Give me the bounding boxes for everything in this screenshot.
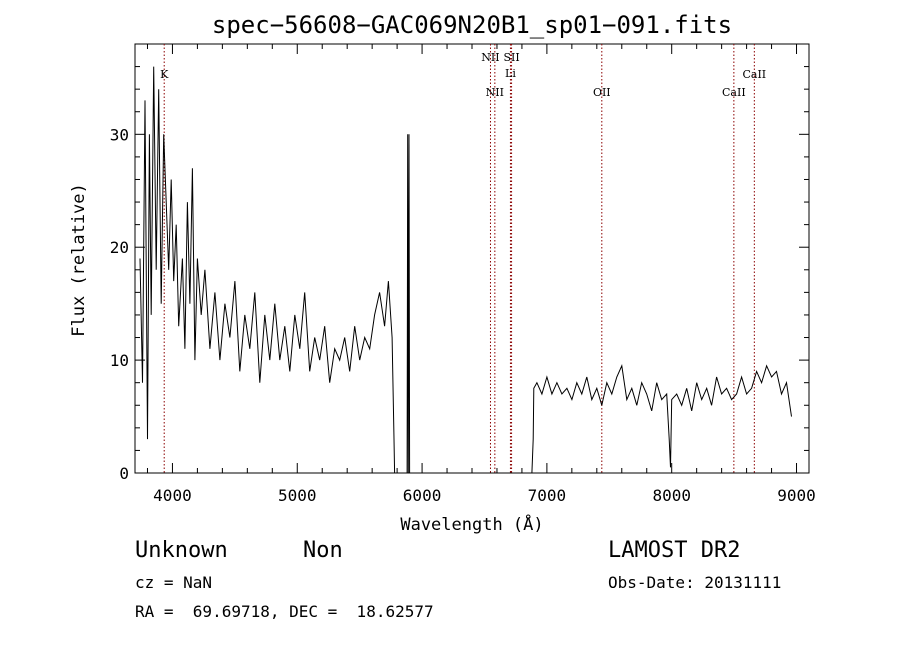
spectral-line-label: SII [503,51,519,64]
observation-date: Obs-Date: 20131111 [608,573,782,592]
y-tick-label: 0 [119,464,129,483]
survey-name: LAMOST DR2 [608,538,741,563]
spectral-line-markers [163,44,755,473]
x-tick-label: 8000 [652,486,691,505]
y-tick-label: 10 [110,351,129,370]
x-tick-label: 9000 [777,486,816,505]
x-tick-label: 7000 [528,486,567,505]
x-tick-label: 4000 [153,486,192,505]
spectral-line-label: Li [505,67,516,80]
spectral-line-label: CaII [742,68,766,81]
spectral-line-label: K [160,68,169,81]
y-axis: 0 10 20 30 [110,43,809,483]
object-class: Unknown [135,538,228,563]
sky-coordinates: RA = 69.69718, DEC = 18.62577 [135,602,434,621]
spectral-line-label: NII [481,51,499,64]
redshift-cz: cz = NaN [135,573,213,592]
chart-title: spec−56608−GAC069N20B1_sp01−091.fits [212,11,732,39]
y-tick-label: 30 [110,125,129,144]
spectral-line-label: NII [486,86,504,99]
spectral-line-label: CaII [722,86,746,99]
plot-frame [134,43,810,474]
x-tick-label: 5000 [278,486,317,505]
object-subclass: Non [303,538,343,563]
spectrum-line [139,66,792,474]
x-tick-label: 6000 [403,486,442,505]
spectral-line-label: OII [593,86,611,99]
x-axis-label: Wavelength (Å) [400,513,543,535]
y-axis-label: Flux (relative) [69,183,89,337]
x-axis: 4000 5000 6000 7000 8000 9000 [146,44,816,505]
y-tick-label: 20 [110,238,129,257]
